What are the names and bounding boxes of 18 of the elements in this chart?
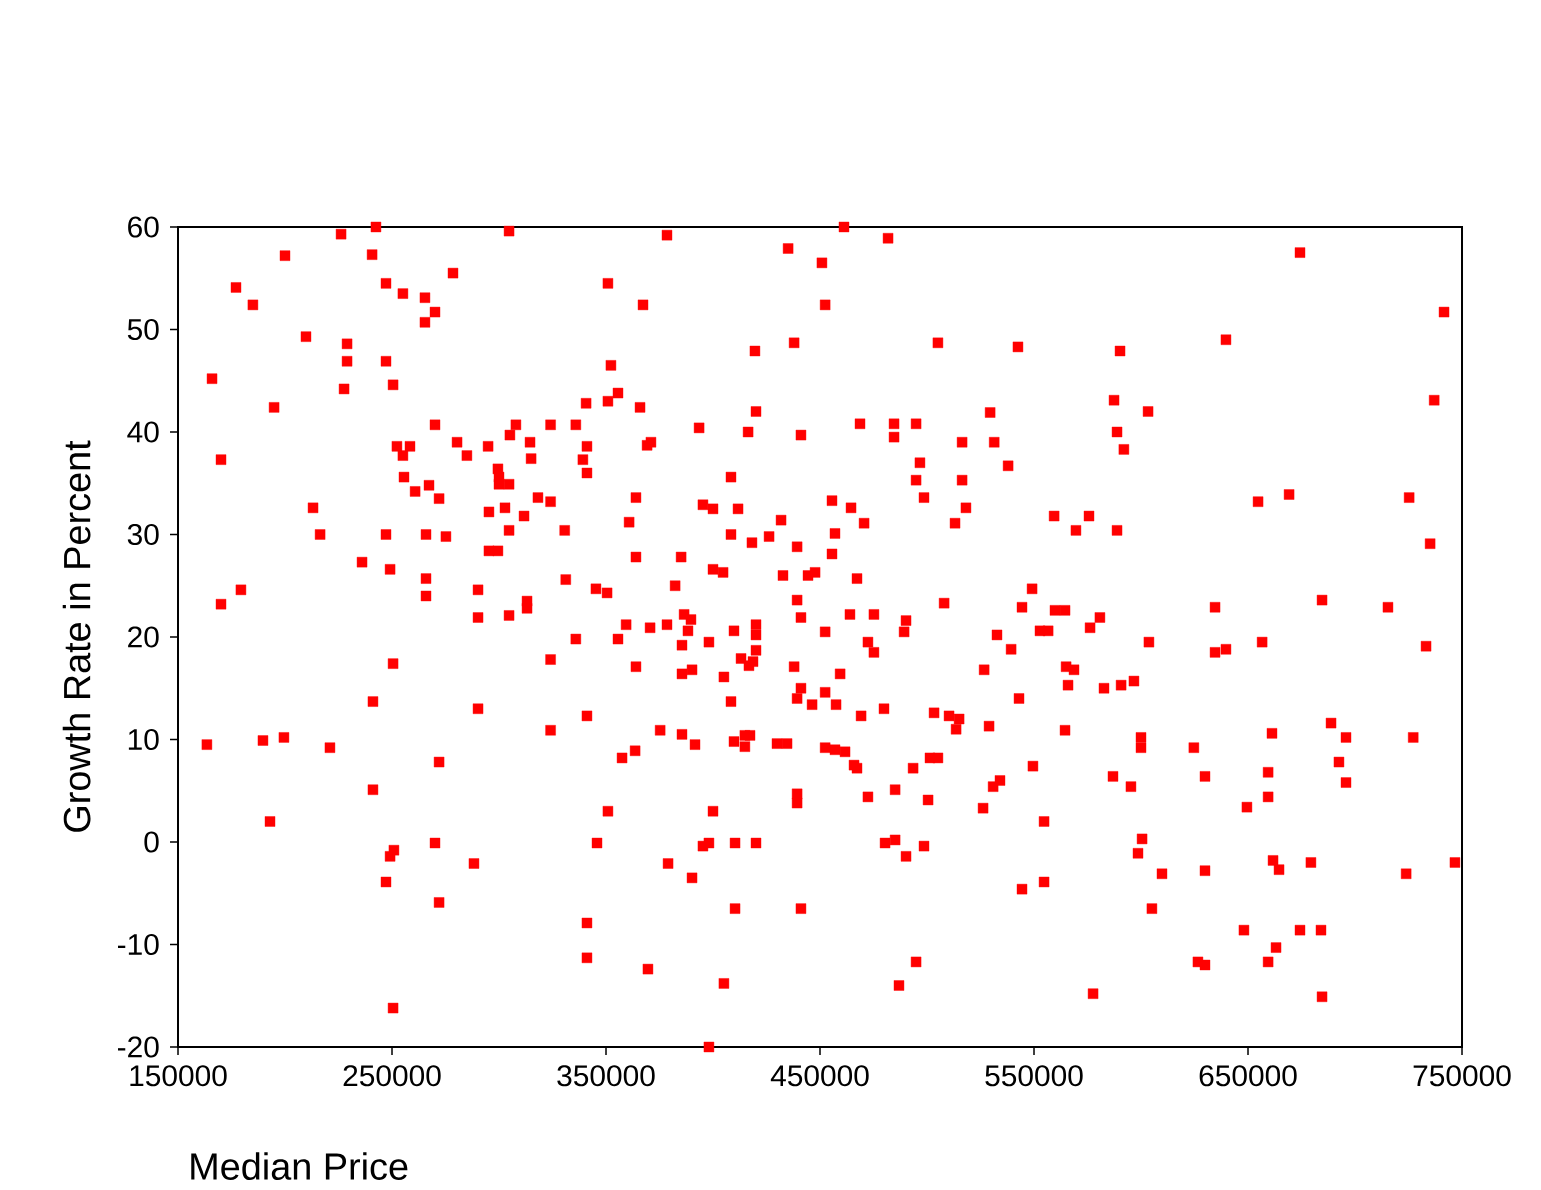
y-tick-label: 50 xyxy=(127,318,159,341)
y-axis-title: Growth Rate in Percent xyxy=(62,440,91,832)
x-tick-label: 650000 xyxy=(1199,1065,1297,1087)
y-tick-label: -20 xyxy=(117,1036,159,1058)
x-tick-label: 550000 xyxy=(985,1065,1083,1087)
x-tick-label: 250000 xyxy=(343,1065,441,1087)
x-tick-label: 150000 xyxy=(130,1065,227,1087)
y-tick-label: 20 xyxy=(128,626,159,648)
x-tick-label: 450000 xyxy=(770,1065,869,1087)
x-axis-title: Median Price xyxy=(191,1152,408,1180)
y-tick-label: 30 xyxy=(127,523,159,546)
y-tick-label: 40 xyxy=(127,421,159,443)
y-tick-label: 10 xyxy=(128,728,159,751)
y-tick-label: -10 xyxy=(117,933,159,956)
y-tick-label: 0 xyxy=(144,831,159,853)
y-tick-label: 60 xyxy=(128,216,159,238)
x-tick-label: 350000 xyxy=(557,1065,655,1087)
x-tick-label: 750000 xyxy=(1413,1065,1511,1087)
